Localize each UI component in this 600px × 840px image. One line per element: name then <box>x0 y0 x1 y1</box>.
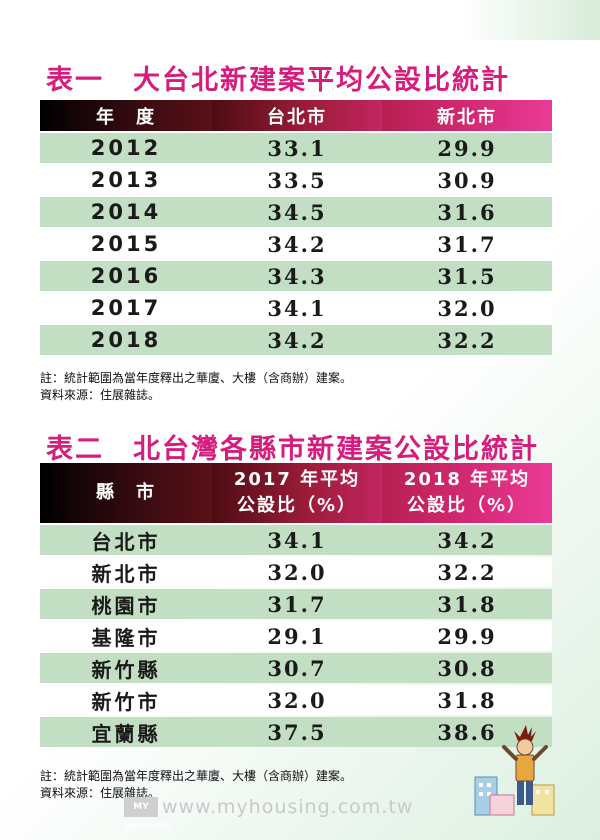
header-2018-line2: 公設比（%） <box>406 495 528 516</box>
table-row: 2018 34.2 32.2 <box>40 325 552 355</box>
table1-header-year: 年 度 <box>40 100 212 131</box>
year-cell: 2018 <box>40 325 212 355</box>
table-row: 2012 33.1 29.9 <box>40 133 552 163</box>
newtaipei-cell: 31.6 <box>382 197 552 227</box>
value-2017-cell: 31.7 <box>212 589 382 619</box>
shocked-person-with-buildings-icon <box>474 725 555 816</box>
city-cell: 基隆市 <box>40 621 212 651</box>
table2-header-row: 縣 市 2017 年平均 公設比（%） 2018 年平均 公設比（%） <box>40 463 552 523</box>
header-2018-line1: 2018 年平均 <box>403 469 531 490</box>
header-2017-line1: 2017 年平均 <box>233 469 361 490</box>
watermark-url: www.myhousing.com.tw <box>162 796 414 818</box>
table1-footnote: 註：統計範圍為當年度釋出之華廈、大樓（含商辦）建案。 資料來源：住展雜誌。 <box>40 370 352 404</box>
value-2017-cell: 37.5 <box>212 717 382 747</box>
city-cell: 宜蘭縣 <box>40 717 212 747</box>
city-cell: 新北市 <box>40 557 212 587</box>
table2-source: 資料來源：住展雜誌。 <box>40 786 161 800</box>
table2-title: 表二 北台灣各縣市新建案公設比統計 <box>46 434 539 465</box>
table-row: 2017 34.1 32.0 <box>40 293 552 323</box>
value-2018-cell: 29.9 <box>382 621 552 651</box>
table2-header-2018: 2018 年平均 公設比（%） <box>382 463 552 523</box>
value-2017-cell: 32.0 <box>212 557 382 587</box>
value-2018-cell: 31.8 <box>382 589 552 619</box>
watermark-logo: MY HOUSING <box>124 797 171 832</box>
taipei-cell: 34.1 <box>212 293 382 323</box>
table1-header-taipei: 台北市 <box>212 100 382 131</box>
value-2018-cell: 34.2 <box>382 525 552 555</box>
table1-header-row: 年 度 台北市 新北市 <box>40 100 552 131</box>
table2-header-city: 縣 市 <box>40 463 212 523</box>
newtaipei-cell: 31.7 <box>382 229 552 259</box>
newtaipei-cell: 29.9 <box>382 133 552 163</box>
table1-note: 註：統計範圍為當年度釋出之華廈、大樓（含商辦）建案。 <box>40 371 353 385</box>
table1-header-newtaipei: 新北市 <box>382 100 552 131</box>
newtaipei-cell: 30.9 <box>382 165 552 195</box>
table2-header-2017: 2017 年平均 公設比（%） <box>212 463 382 523</box>
year-cell: 2017 <box>40 293 212 323</box>
table-row: 台北市 34.1 34.2 <box>40 525 552 555</box>
table2-note: 註：統計範圍為當年度釋出之華廈、大樓（含商辦）建案。 <box>40 769 353 783</box>
value-2018-cell: 32.2 <box>382 557 552 587</box>
newtaipei-cell: 32.2 <box>382 325 552 355</box>
value-2018-cell: 30.8 <box>382 653 552 683</box>
table-row: 新竹市 32.0 31.8 <box>40 685 552 715</box>
taipei-cell: 33.1 <box>212 133 382 163</box>
table2-county-public-area-ratio: 縣 市 2017 年平均 公設比（%） 2018 年平均 公設比（%） 台北市 … <box>40 461 552 749</box>
table1-source: 資料來源：住展雜誌。 <box>40 388 161 402</box>
taipei-cell: 34.3 <box>212 261 382 291</box>
value-2017-cell: 34.1 <box>212 525 382 555</box>
value-2017-cell: 29.1 <box>212 621 382 651</box>
table-row: 2014 34.5 31.6 <box>40 197 552 227</box>
value-2017-cell: 32.0 <box>212 685 382 715</box>
year-cell: 2013 <box>40 165 212 195</box>
taipei-cell: 34.2 <box>212 229 382 259</box>
value-2018-cell: 31.8 <box>382 685 552 715</box>
table-row: 桃園市 31.7 31.8 <box>40 589 552 619</box>
table-row: 2013 33.5 30.9 <box>40 165 552 195</box>
table2-footnote: 註：統計範圍為當年度釋出之華廈、大樓（含商辦）建案。 資料來源：住展雜誌。 <box>40 768 352 802</box>
taipei-cell: 34.2 <box>212 325 382 355</box>
city-cell: 桃園市 <box>40 589 212 619</box>
city-cell: 台北市 <box>40 525 212 555</box>
table-row: 宜蘭縣 37.5 38.6 <box>40 717 552 747</box>
city-cell: 新竹縣 <box>40 653 212 683</box>
taipei-cell: 34.5 <box>212 197 382 227</box>
table1-title: 表一 大台北新建案平均公設比統計 <box>46 65 510 96</box>
year-cell: 2012 <box>40 133 212 163</box>
year-cell: 2014 <box>40 197 212 227</box>
city-cell: 新竹市 <box>40 685 212 715</box>
year-cell: 2016 <box>40 261 212 291</box>
table-row: 新北市 32.0 32.2 <box>40 557 552 587</box>
newtaipei-cell: 32.0 <box>382 293 552 323</box>
header-2017-line2: 公設比（%） <box>236 495 358 516</box>
table1-average-public-area-ratio: 年 度 台北市 新北市 2012 33.1 29.9 2013 33.5 30.… <box>40 98 552 357</box>
background-corner <box>460 0 600 40</box>
table-row: 基隆市 29.1 29.9 <box>40 621 552 651</box>
value-2017-cell: 30.7 <box>212 653 382 683</box>
table-row: 2016 34.3 31.5 <box>40 261 552 291</box>
newtaipei-cell: 31.5 <box>382 261 552 291</box>
year-cell: 2015 <box>40 229 212 259</box>
table-row: 2015 34.2 31.7 <box>40 229 552 259</box>
taipei-cell: 33.5 <box>212 165 382 195</box>
table-row: 新竹縣 30.7 30.8 <box>40 653 552 683</box>
